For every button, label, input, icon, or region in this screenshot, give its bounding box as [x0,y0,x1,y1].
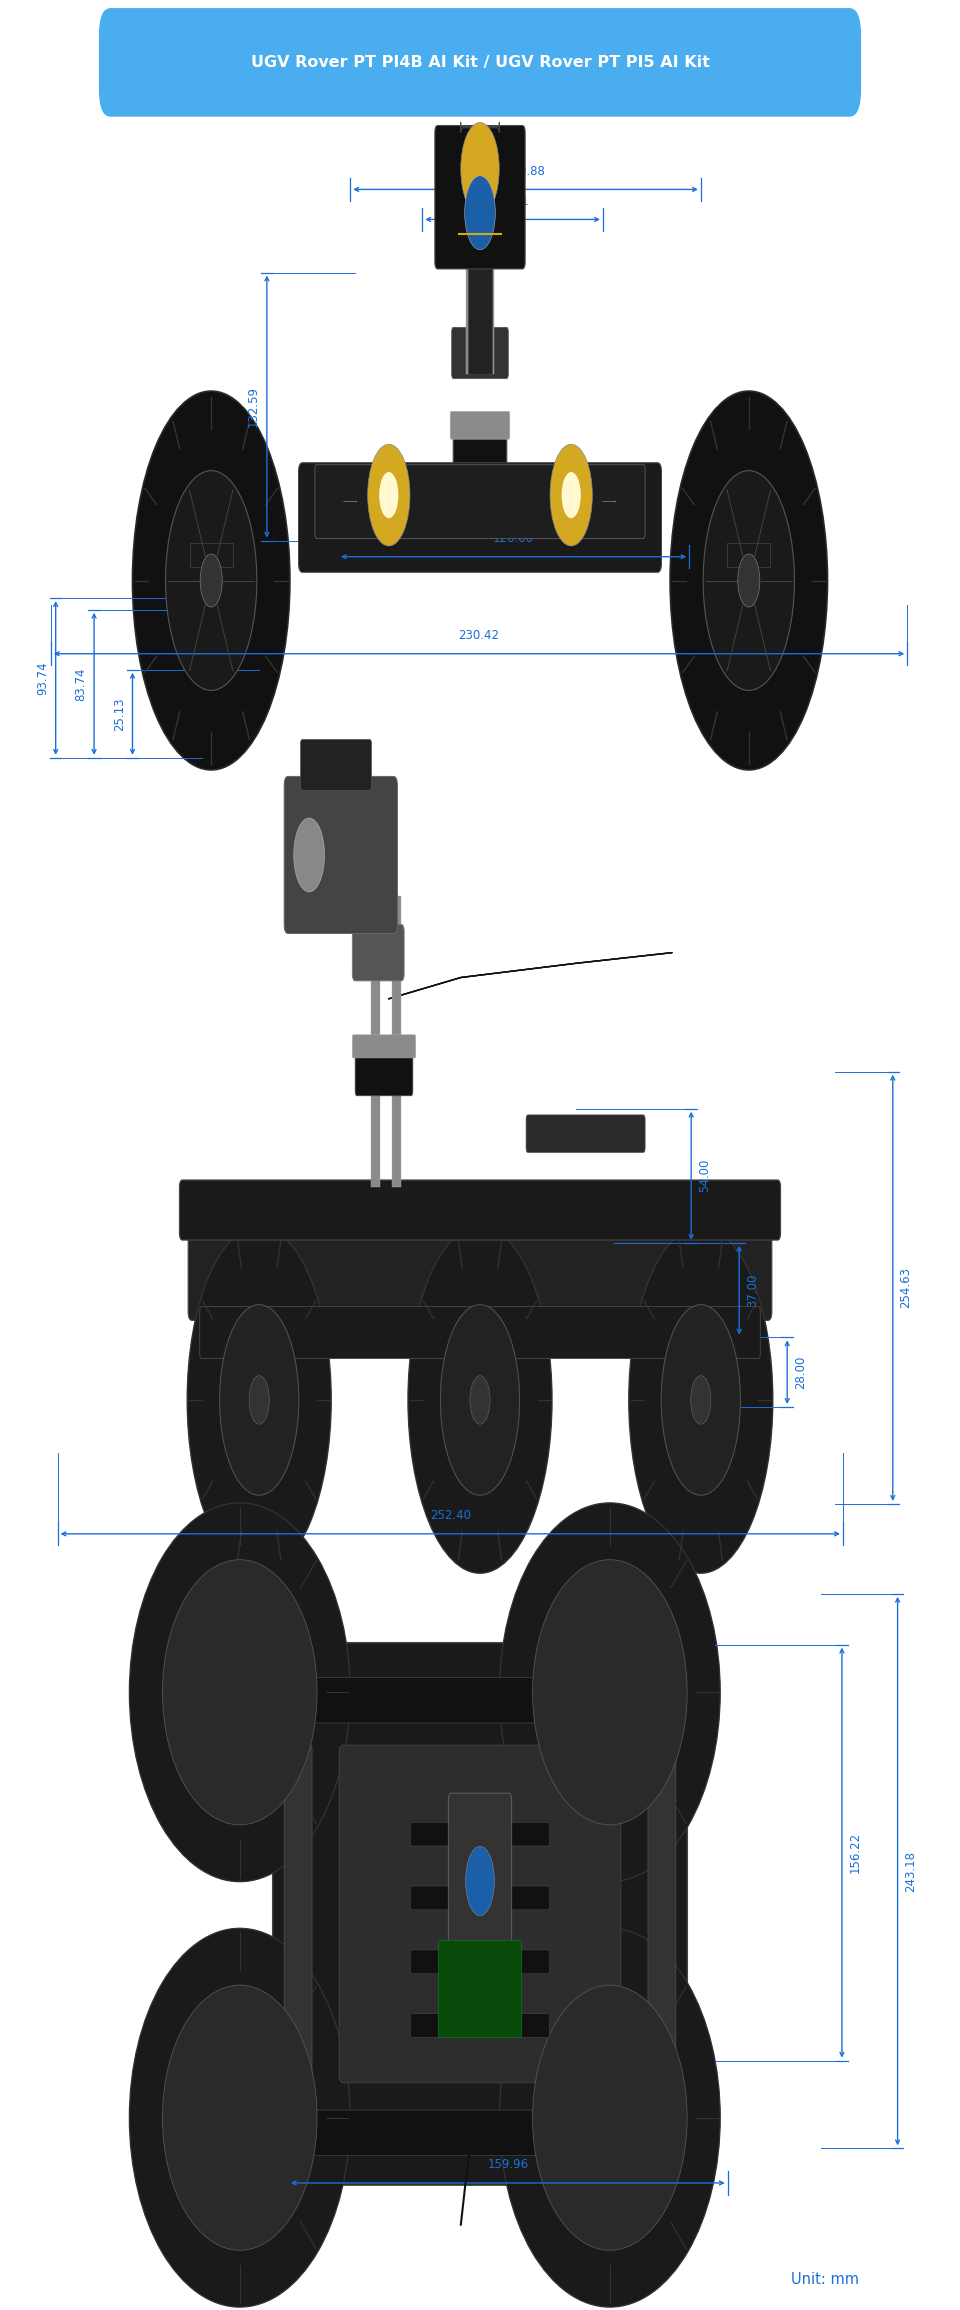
Text: 83.74: 83.74 [74,668,87,700]
FancyBboxPatch shape [648,1744,676,2088]
Text: 132.59: 132.59 [247,386,260,427]
Circle shape [368,444,410,545]
Circle shape [201,554,222,608]
FancyBboxPatch shape [453,416,507,478]
FancyBboxPatch shape [411,1885,549,1910]
Circle shape [562,471,581,517]
Ellipse shape [162,1984,317,2250]
Text: 156.22: 156.22 [849,1832,862,1873]
Circle shape [470,1377,490,1425]
Text: 28.00: 28.00 [794,1356,807,1388]
Text: 230.42: 230.42 [459,628,499,642]
Text: 120.88: 120.88 [505,164,546,178]
Circle shape [738,554,759,608]
Text: 25.13: 25.13 [112,698,126,730]
FancyBboxPatch shape [299,462,661,573]
FancyBboxPatch shape [99,9,861,118]
FancyBboxPatch shape [284,1744,312,2088]
Circle shape [220,1305,299,1495]
Circle shape [690,1377,710,1425]
Bar [466,233,473,374]
Text: Unit: mm: Unit: mm [791,2273,859,2287]
FancyBboxPatch shape [296,2109,664,2155]
Bar [728,543,771,566]
FancyBboxPatch shape [180,1180,780,1240]
Circle shape [165,471,257,691]
Circle shape [379,471,398,517]
Ellipse shape [533,1984,687,2250]
FancyBboxPatch shape [296,1677,664,1723]
Circle shape [132,390,290,769]
FancyBboxPatch shape [352,924,404,982]
Text: 159.96: 159.96 [488,2158,528,2171]
Ellipse shape [533,1559,687,1825]
Ellipse shape [499,1504,720,1883]
Circle shape [187,1227,331,1573]
Circle shape [465,176,495,249]
FancyBboxPatch shape [438,1940,522,2037]
Circle shape [703,471,795,691]
FancyBboxPatch shape [315,464,645,538]
Circle shape [294,818,324,892]
Text: 54.00: 54.00 [698,1160,711,1192]
Text: 45.61: 45.61 [495,194,530,208]
Bar [371,896,380,1187]
FancyBboxPatch shape [526,1116,645,1153]
Ellipse shape [130,1504,350,1883]
FancyBboxPatch shape [411,1823,549,1846]
Bar [392,896,401,1187]
FancyBboxPatch shape [435,125,525,268]
Text: 93.74: 93.74 [36,661,49,695]
Ellipse shape [130,1929,350,2308]
FancyBboxPatch shape [448,1793,512,1968]
FancyBboxPatch shape [461,122,499,132]
FancyBboxPatch shape [200,1307,760,1358]
Circle shape [461,122,499,215]
Circle shape [670,390,828,769]
FancyBboxPatch shape [411,2014,549,2037]
Circle shape [629,1227,773,1573]
Circle shape [250,1377,269,1425]
Ellipse shape [162,1559,317,1825]
Bar [189,543,233,566]
FancyBboxPatch shape [450,411,510,439]
Ellipse shape [499,1929,720,2308]
Text: 37.00: 37.00 [746,1273,759,1307]
Text: 243.18: 243.18 [904,1850,918,1892]
Text: 126.00: 126.00 [493,531,534,545]
Text: UGV Rover PT PI4B AI Kit / UGV Rover PT PI5 AI Kit: UGV Rover PT PI4B AI Kit / UGV Rover PT … [251,55,709,69]
FancyBboxPatch shape [273,1642,687,2185]
Circle shape [466,1846,494,1915]
FancyBboxPatch shape [339,1744,621,2084]
Text: 254.63: 254.63 [900,1268,913,1307]
FancyBboxPatch shape [411,1950,549,1973]
FancyBboxPatch shape [188,1224,772,1321]
FancyBboxPatch shape [300,739,372,790]
Circle shape [441,1305,519,1495]
Circle shape [550,444,592,545]
Circle shape [408,1227,552,1573]
Bar [487,233,494,374]
Bar [468,233,492,374]
FancyBboxPatch shape [451,328,509,379]
FancyBboxPatch shape [352,1035,416,1058]
FancyBboxPatch shape [355,1051,413,1095]
Circle shape [661,1305,740,1495]
Text: 252.40: 252.40 [430,1508,470,1522]
FancyBboxPatch shape [284,776,397,933]
